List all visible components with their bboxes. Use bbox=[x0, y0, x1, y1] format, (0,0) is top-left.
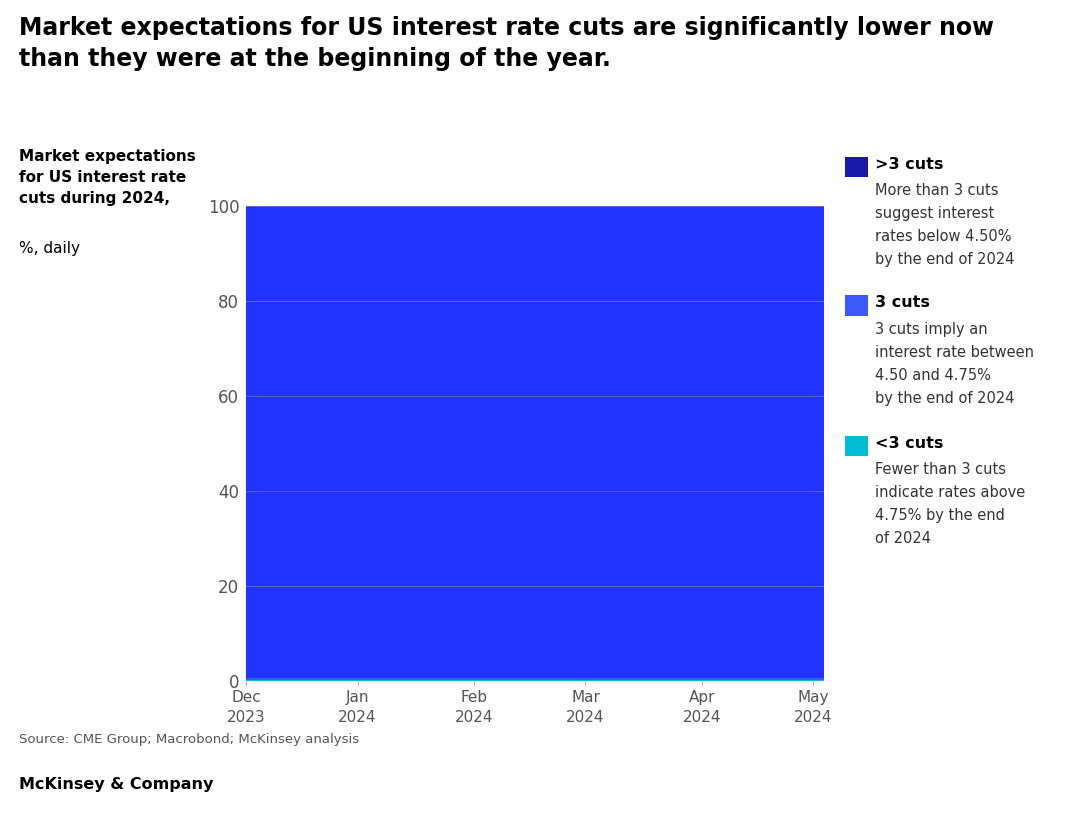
Text: 3 cuts: 3 cuts bbox=[875, 295, 930, 310]
Text: More than 3 cuts: More than 3 cuts bbox=[875, 183, 998, 198]
Text: %, daily: %, daily bbox=[19, 241, 80, 256]
Text: McKinsey & Company: McKinsey & Company bbox=[19, 777, 214, 792]
Text: rates below 4.50%: rates below 4.50% bbox=[875, 229, 1011, 244]
Text: of 2024: of 2024 bbox=[875, 531, 931, 546]
Text: Market expectations
for US interest rate
cuts during 2024,: Market expectations for US interest rate… bbox=[19, 148, 197, 205]
Text: interest rate between: interest rate between bbox=[875, 345, 1034, 360]
Text: than they were at the beginning of the year.: than they were at the beginning of the y… bbox=[19, 47, 611, 71]
Text: 3 cuts imply an: 3 cuts imply an bbox=[875, 322, 987, 337]
Text: <3 cuts: <3 cuts bbox=[875, 436, 943, 450]
Text: suggest interest: suggest interest bbox=[875, 206, 994, 221]
Text: Market expectations for US interest rate cuts are significantly lower now: Market expectations for US interest rate… bbox=[19, 16, 995, 40]
Text: >3 cuts: >3 cuts bbox=[875, 157, 943, 172]
Text: indicate rates above: indicate rates above bbox=[875, 485, 1025, 500]
Text: by the end of 2024: by the end of 2024 bbox=[875, 391, 1014, 406]
Text: Fewer than 3 cuts: Fewer than 3 cuts bbox=[875, 462, 1005, 477]
Text: 4.50 and 4.75%: 4.50 and 4.75% bbox=[875, 368, 990, 383]
Text: by the end of 2024: by the end of 2024 bbox=[875, 252, 1014, 267]
Text: 4.75% by the end: 4.75% by the end bbox=[875, 508, 1004, 523]
Text: Source: CME Group; Macrobond; McKinsey analysis: Source: CME Group; Macrobond; McKinsey a… bbox=[19, 733, 360, 746]
